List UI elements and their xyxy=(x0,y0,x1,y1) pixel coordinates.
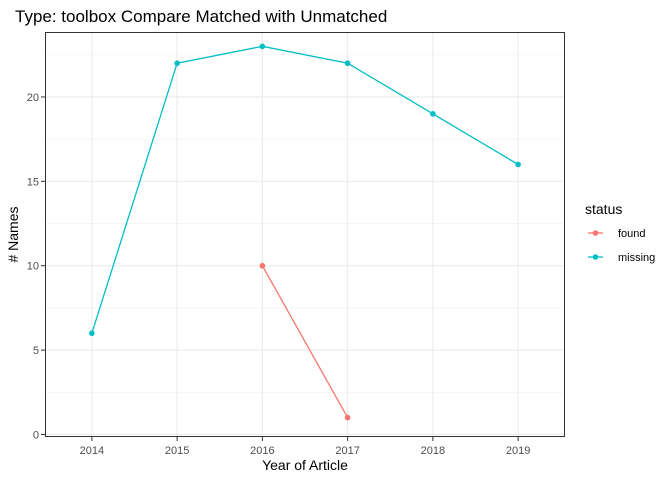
plot-panel xyxy=(45,32,565,437)
y-axis: 0 5 10 15 20 xyxy=(27,92,45,441)
series-layer xyxy=(89,43,521,421)
plot-background xyxy=(45,32,565,437)
x-axis: 2014 2015 2016 2017 2018 2019 xyxy=(80,437,530,457)
x-tick-label: 2018 xyxy=(421,445,445,457)
legend-label-found: found xyxy=(618,228,646,240)
x-tick-label: 2014 xyxy=(80,445,104,457)
series-missing xyxy=(89,43,521,337)
y-tick-label: 20 xyxy=(27,92,39,104)
series-line-found xyxy=(261,265,349,418)
data-point-missing xyxy=(174,60,180,67)
y-tick-label: 0 xyxy=(33,429,39,441)
y-tick-label: 5 xyxy=(33,345,39,357)
data-point-missing xyxy=(430,111,436,117)
x-axis-title: Year of Article xyxy=(262,457,348,473)
y-axis-title: # Names xyxy=(5,206,21,262)
y-tick-label: 10 xyxy=(27,261,39,273)
legend-label-missing: missing xyxy=(618,252,655,264)
x-tick-label: 2016 xyxy=(250,445,274,457)
series-found xyxy=(259,262,351,421)
x-tick-label: 2015 xyxy=(165,445,189,457)
data-point-found xyxy=(344,414,351,421)
legend-key-found xyxy=(588,230,603,236)
data-point-missing xyxy=(515,161,521,168)
series-line-missing xyxy=(91,45,519,334)
minor-gridlines xyxy=(45,54,565,393)
legend-key-missing xyxy=(588,254,603,260)
chart-title: Type: toolbox Compare Matched with Unmat… xyxy=(15,7,387,26)
legend-key-point xyxy=(592,230,599,236)
data-point-found xyxy=(259,262,266,269)
y-tick-label: 15 xyxy=(27,176,39,188)
x-tick-label: 2017 xyxy=(335,445,359,457)
major-gridlines xyxy=(45,32,565,437)
x-tick-label: 2019 xyxy=(506,445,530,457)
data-point-missing xyxy=(344,60,351,67)
plot-border xyxy=(45,32,565,437)
data-point-missing xyxy=(259,43,266,50)
legend-key-point xyxy=(592,254,599,260)
legend: status found missing xyxy=(585,201,655,264)
data-point-missing xyxy=(89,330,95,337)
legend-title: status xyxy=(585,201,622,217)
